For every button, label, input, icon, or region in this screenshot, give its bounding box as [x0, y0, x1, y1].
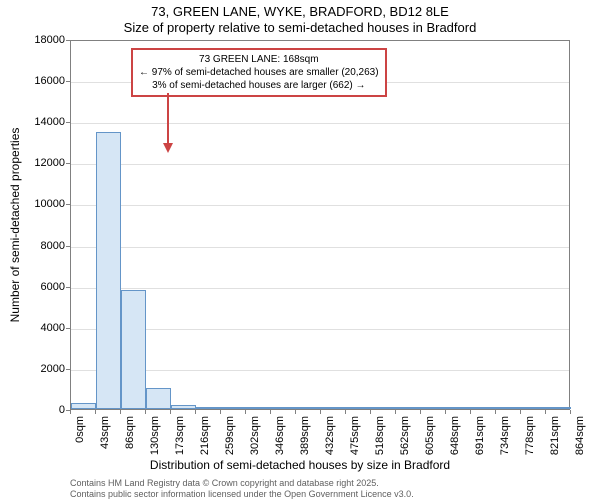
x-tick-mark — [70, 410, 71, 414]
histogram-bar — [96, 132, 121, 410]
y-tick-label: 18000 — [15, 34, 65, 46]
y-tick-label: 2000 — [15, 363, 65, 375]
footnote-line1: Contains HM Land Registry data © Crown c… — [70, 478, 379, 488]
histogram-bar — [346, 407, 371, 409]
x-tick-label: 216sqm — [199, 416, 211, 455]
y-tick-label: 8000 — [15, 240, 65, 252]
histogram-bar — [271, 407, 296, 409]
chart-title-line1: 73, GREEN LANE, WYKE, BRADFORD, BD12 8LE — [0, 4, 600, 19]
histogram-bar — [296, 407, 321, 409]
x-tick-label: 173sqm — [174, 416, 186, 455]
x-tick-mark — [495, 410, 496, 414]
y-tick-label: 14000 — [15, 116, 65, 128]
histogram-bar — [471, 407, 496, 409]
x-tick-mark — [95, 410, 96, 414]
histogram-bar — [246, 407, 271, 409]
y-tick-label: 4000 — [15, 322, 65, 334]
x-tick-mark — [470, 410, 471, 414]
x-tick-mark — [270, 410, 271, 414]
histogram-bar — [396, 407, 421, 409]
x-tick-label: 389sqm — [299, 416, 311, 455]
x-tick-label: 864sqm — [574, 416, 586, 455]
x-tick-mark — [345, 410, 346, 414]
histogram-bar — [546, 407, 571, 409]
histogram-bar — [371, 407, 396, 409]
x-tick-label: 0sqm — [74, 416, 86, 443]
x-tick-mark — [145, 410, 146, 414]
x-tick-mark — [545, 410, 546, 414]
chart-title-line2: Size of property relative to semi-detach… — [0, 20, 600, 35]
x-tick-label: 130sqm — [149, 416, 161, 455]
chart-container: 73, GREEN LANE, WYKE, BRADFORD, BD12 8LE… — [0, 0, 600, 500]
x-tick-mark — [195, 410, 196, 414]
annotation-box: 73 GREEN LANE: 168sqm ← 97% of semi-deta… — [131, 48, 387, 97]
annotation-line2: ← 97% of semi-detached houses are smalle… — [139, 66, 379, 79]
y-tick-label: 12000 — [15, 157, 65, 169]
annotation-line1: 73 GREEN LANE: 168sqm — [139, 53, 379, 66]
x-tick-mark — [445, 410, 446, 414]
x-tick-mark — [120, 410, 121, 414]
x-tick-mark — [520, 410, 521, 414]
x-tick-mark — [395, 410, 396, 414]
gridline — [71, 247, 569, 248]
footnote-line2: Contains public sector information licen… — [70, 489, 414, 499]
x-tick-label: 86sqm — [124, 416, 136, 449]
y-tick-label: 0 — [15, 404, 65, 416]
annotation-line3: 3% of semi-detached houses are larger (6… — [139, 79, 379, 92]
histogram-bar — [321, 407, 346, 409]
y-tick-label: 16000 — [15, 75, 65, 87]
annotation-arrow — [158, 93, 178, 153]
histogram-bar — [171, 405, 196, 409]
gridline — [71, 164, 569, 165]
y-tick-label: 6000 — [15, 281, 65, 293]
x-tick-mark — [370, 410, 371, 414]
histogram-bar — [221, 407, 246, 409]
histogram-bar — [421, 407, 446, 409]
histogram-bar — [496, 407, 521, 409]
histogram-bar — [146, 388, 171, 409]
x-tick-mark — [245, 410, 246, 414]
x-tick-label: 691sqm — [474, 416, 486, 455]
x-tick-mark — [295, 410, 296, 414]
x-tick-label: 518sqm — [374, 416, 386, 455]
x-tick-label: 605sqm — [424, 416, 436, 455]
histogram-bar — [196, 407, 221, 409]
x-tick-label: 259sqm — [224, 416, 236, 455]
x-tick-mark — [320, 410, 321, 414]
x-tick-mark — [170, 410, 171, 414]
histogram-bar — [71, 403, 96, 409]
x-tick-mark — [420, 410, 421, 414]
x-tick-label: 734sqm — [499, 416, 511, 455]
gridline — [71, 288, 569, 289]
x-tick-mark — [220, 410, 221, 414]
y-tick-label: 10000 — [15, 198, 65, 210]
gridline — [71, 205, 569, 206]
x-tick-label: 346sqm — [274, 416, 286, 455]
x-tick-label: 475sqm — [349, 416, 361, 455]
x-tick-label: 778sqm — [524, 416, 536, 455]
gridline — [71, 123, 569, 124]
plot-area: 73 GREEN LANE: 168sqm ← 97% of semi-deta… — [70, 40, 570, 410]
x-tick-label: 648sqm — [449, 416, 461, 455]
x-tick-label: 821sqm — [549, 416, 561, 455]
x-tick-mark — [570, 410, 571, 414]
x-axis-label: Distribution of semi-detached houses by … — [0, 458, 600, 472]
x-tick-label: 43sqm — [99, 416, 111, 449]
x-tick-label: 562sqm — [399, 416, 411, 455]
histogram-bar — [121, 290, 146, 409]
histogram-bar — [446, 407, 471, 409]
x-tick-label: 432sqm — [324, 416, 336, 455]
x-tick-label: 302sqm — [249, 416, 261, 455]
histogram-bar — [521, 407, 546, 409]
